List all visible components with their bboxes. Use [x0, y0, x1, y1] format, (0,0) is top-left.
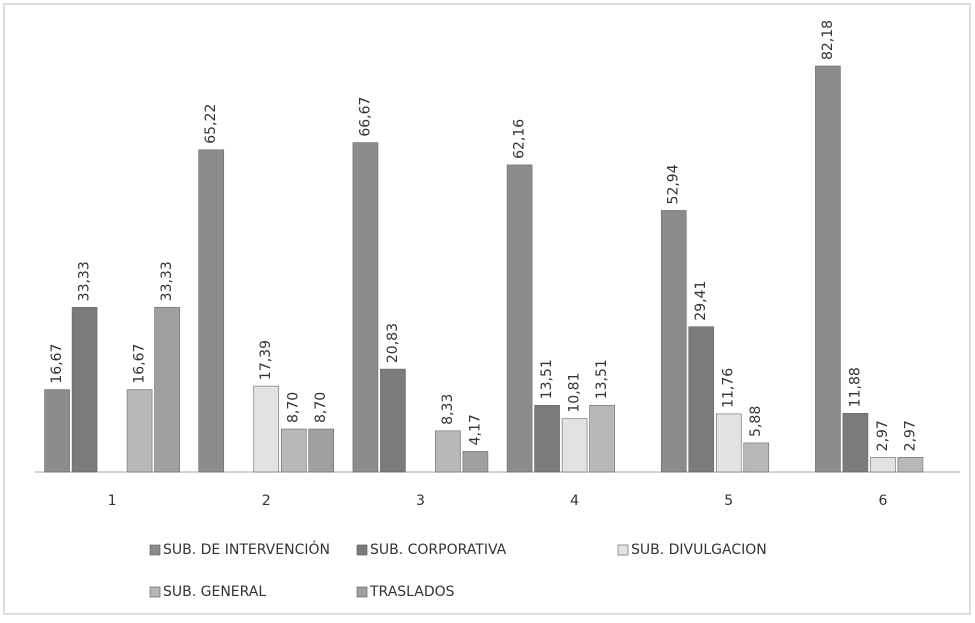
x-tick-label: 3	[416, 493, 425, 509]
bar	[660, 210, 687, 473]
legend-label: SUB. CORPORATIVA	[370, 542, 507, 558]
data-label: 66,67	[357, 97, 373, 137]
data-label: 33,33	[159, 261, 175, 301]
data-label: 10,81	[567, 373, 583, 413]
bar	[842, 413, 869, 473]
data-label: 13,51	[594, 359, 610, 399]
bar	[198, 149, 225, 473]
bar	[435, 430, 461, 473]
data-label: 13,51	[539, 359, 555, 399]
bar	[280, 428, 307, 473]
bar	[462, 451, 489, 473]
x-tick-label: 1	[108, 493, 117, 509]
x-tick-label: 5	[724, 493, 733, 509]
data-label: 29,41	[693, 281, 709, 321]
bar	[506, 164, 533, 473]
x-tick-label: 2	[262, 493, 271, 509]
bar	[534, 404, 560, 473]
data-label: 16,67	[49, 344, 65, 384]
x-tick-label: 6	[878, 493, 887, 509]
data-label: 8,70	[313, 392, 329, 423]
data-label: 8,33	[440, 394, 456, 425]
data-label: 65,22	[203, 104, 219, 144]
bar	[126, 389, 153, 473]
legend-swatch	[149, 586, 161, 598]
data-label: 33,33	[77, 261, 93, 301]
bar	[380, 368, 406, 473]
legend-label: SUB. DE INTERVENCIÓN	[163, 540, 330, 558]
data-label: 11,88	[847, 367, 863, 407]
bar	[561, 418, 588, 473]
bar	[308, 428, 335, 473]
bar	[688, 326, 715, 473]
x-tick-label: 4	[570, 493, 579, 509]
bar	[44, 389, 70, 473]
data-label: 16,67	[132, 344, 148, 384]
data-label: 17,39	[258, 340, 274, 380]
data-label: 5,88	[748, 406, 764, 437]
bar	[815, 65, 841, 473]
data-label: 62,16	[512, 119, 528, 159]
legend-swatch	[356, 586, 368, 598]
data-label: 8,70	[286, 392, 302, 423]
bar	[71, 307, 98, 473]
data-label: 52,94	[666, 164, 682, 204]
legend-label: TRASLADOS	[369, 584, 455, 600]
data-label: 20,83	[385, 323, 401, 363]
bar	[870, 457, 896, 473]
bar	[897, 457, 924, 473]
bar	[589, 404, 615, 473]
bar	[154, 307, 180, 473]
data-label: 2,97	[902, 420, 918, 451]
bar	[743, 442, 770, 473]
legend-label: SUB. GENERAL	[163, 584, 266, 600]
legend-swatch	[149, 544, 161, 556]
legend-swatch	[617, 544, 629, 556]
data-label: 2,97	[875, 420, 891, 451]
data-label: 82,18	[820, 20, 836, 60]
data-label: 4,17	[467, 414, 483, 445]
bar	[352, 142, 379, 473]
legend-swatch	[356, 544, 368, 556]
bar	[715, 413, 742, 473]
bar	[253, 385, 280, 473]
legend-label: SUB. DIVULGACION	[631, 542, 767, 558]
data-label: 11,76	[721, 368, 737, 408]
